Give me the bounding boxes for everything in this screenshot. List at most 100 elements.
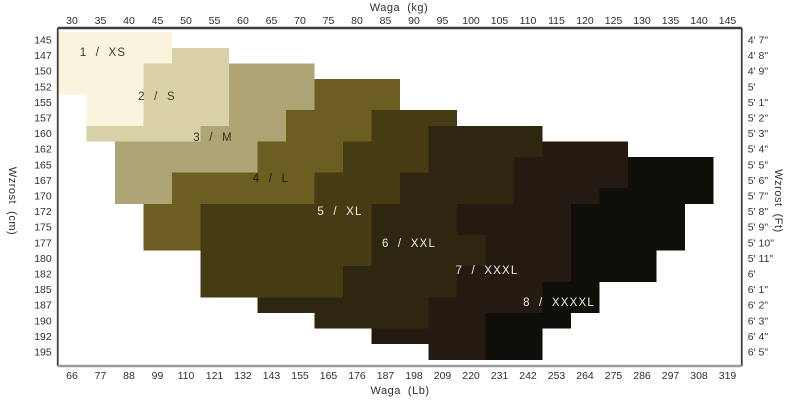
right-tick-label: 5' 11"	[748, 253, 774, 265]
size-region-8-row-180	[570, 250, 657, 267]
right-tick-label: 4' 8"	[748, 50, 769, 62]
bottom-tick-label: 275	[605, 370, 623, 382]
size-region-7-row-177	[485, 235, 571, 251]
left-tick-label: 145	[34, 35, 52, 47]
size-region-6-row-185	[342, 281, 457, 298]
bottom-tick-label: 110	[178, 370, 195, 382]
size-region-6-row-172	[371, 203, 457, 220]
size-region-7-row-190	[428, 313, 486, 329]
left-tick-label: 182	[34, 269, 52, 281]
left-tick-label: 165	[34, 159, 52, 171]
right-tick-label: 5' 8"	[748, 206, 769, 218]
size-region-5-row-185	[200, 281, 343, 298]
top-tick-label: 130	[633, 15, 651, 27]
bottom-tick-label: 286	[633, 370, 651, 382]
size-region-4-row-155	[314, 94, 400, 111]
right-tick-label: 4' 9"	[748, 66, 769, 78]
size-region-3-row-167	[114, 172, 172, 189]
left-axis-title: Wzrost (cm)	[6, 166, 18, 236]
left-tick-label: 170	[34, 191, 52, 203]
size-region-7-row-172	[456, 203, 571, 220]
top-tick-label: 80	[351, 15, 363, 27]
bottom-tick-label: 66	[66, 370, 78, 382]
top-tick-label: 35	[95, 15, 107, 27]
bottom-tick-label: 209	[434, 370, 452, 382]
size-region-1-row-152	[57, 79, 144, 95]
top-tick-label: 110	[520, 15, 537, 27]
bottom-tick-label: 155	[291, 370, 309, 382]
top-tick-label: 100	[462, 15, 480, 27]
size-region-1-row-155	[86, 94, 144, 111]
right-tick-label: 6' 4"	[748, 331, 769, 343]
size-region-5-row-162	[342, 141, 429, 157]
size-label-8: 8 / XXXXL	[523, 297, 595, 309]
size-region-5-row-167	[314, 172, 400, 189]
size-label-1: 1 / XS	[80, 47, 127, 59]
size-region-7-row-162	[542, 141, 628, 157]
bottom-tick-label: 198	[405, 370, 423, 382]
top-tick-label: 125	[605, 15, 623, 27]
left-tick-label: 157	[34, 113, 52, 125]
top-tick-label: 55	[209, 15, 221, 27]
size-label-7: 7 / XXXL	[456, 265, 519, 277]
bottom-tick-label: 88	[123, 370, 135, 382]
right-tick-label: 5' 1"	[748, 97, 769, 109]
size-region-7-row-195	[428, 344, 486, 360]
bottom-tick-label: 253	[548, 370, 566, 382]
size-region-5-row-177	[200, 235, 372, 251]
size-region-1-row-150	[57, 63, 144, 79]
size-region-8-row-175	[570, 219, 685, 235]
size-region-6-row-182	[342, 266, 457, 282]
size-region-6-row-175	[371, 219, 457, 235]
right-tick-label: 4' 7"	[748, 35, 769, 47]
left-tick-label: 175	[34, 222, 52, 234]
size-region-4-row-170	[171, 188, 315, 204]
left-tick-label: 172	[34, 206, 52, 218]
size-region-4-row-157	[285, 110, 372, 126]
right-tick-label: 6' 1"	[748, 284, 769, 296]
size-region-5-row-160	[371, 125, 429, 142]
right-tick-label: 5'	[748, 81, 756, 93]
right-tick-label: 5' 3"	[748, 128, 769, 140]
top-tick-label: 90	[408, 15, 420, 27]
top-tick-label: 65	[266, 15, 278, 27]
size-region-6-row-190	[314, 313, 429, 329]
size-region-3-row-157	[228, 110, 286, 126]
right-tick-label: 5' 7"	[748, 191, 769, 203]
left-tick-label: 160	[34, 128, 52, 140]
size-region-4-row-177	[143, 235, 201, 251]
size-region-6-row-170	[399, 188, 514, 204]
size-region-2-row-150	[143, 63, 229, 79]
size-region-3-row-160	[200, 125, 286, 142]
right-tick-label: 5' 5"	[748, 159, 769, 171]
size-region-7-row-165	[513, 157, 628, 173]
size-region-3-row-170	[114, 188, 172, 204]
size-region-6-row-167	[399, 172, 514, 189]
top-tick-label: 135	[662, 15, 680, 27]
size-region-4-row-167	[171, 172, 315, 189]
bottom-tick-label: 121	[206, 370, 224, 382]
bottom-tick-label: 319	[719, 370, 737, 382]
size-region-7-row-180	[485, 250, 571, 267]
right-tick-label: 6' 2"	[748, 300, 769, 312]
size-region-2-row-155	[143, 94, 229, 111]
size-region-8-row-172	[570, 203, 685, 220]
size-region-8-row-185	[542, 281, 600, 298]
size-region-4-row-160	[285, 125, 372, 142]
left-tick-label: 187	[34, 300, 52, 312]
bottom-tick-label: 99	[152, 370, 164, 382]
top-tick-label: 105	[491, 15, 509, 27]
left-tick-label: 195	[34, 347, 52, 359]
size-region-7-row-167	[513, 172, 628, 189]
bottom-tick-label: 187	[377, 370, 395, 382]
size-region-8-row-165	[627, 157, 714, 173]
top-tick-label: 60	[237, 15, 249, 27]
size-region-5-row-157	[371, 110, 457, 126]
size-region-1-row-157	[86, 110, 144, 126]
top-tick-label: 120	[576, 15, 594, 27]
size-region-4-row-175	[143, 219, 201, 235]
size-region-3-row-150	[228, 63, 315, 79]
size-region-2-row-157	[143, 110, 229, 126]
size-region-8-row-170	[599, 188, 714, 204]
